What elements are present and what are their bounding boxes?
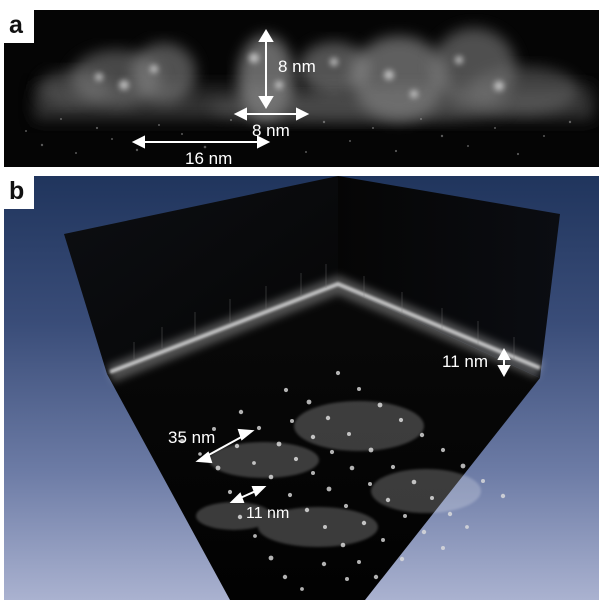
small-scale-label: 11 nm — [246, 505, 289, 522]
horizontal-scale-label: 8 nm — [252, 121, 290, 140]
vertical-scale-label: 8 nm — [278, 57, 316, 76]
small-scale-arrow — [229, 486, 267, 503]
long-scale-label: 16 nm — [185, 149, 232, 167]
panel-b: 11 nm 35 nm 11 nm b — [4, 176, 599, 600]
thickness-arrow — [497, 347, 511, 378]
scale-arrow-vertical — [258, 29, 274, 109]
panel-a-microscopy-image: 8 nm 8 nm 16 nm — [4, 10, 599, 167]
panel-b-3d-reconstruction: 11 nm 35 nm 11 nm — [64, 176, 560, 600]
panel-a: 8 nm 8 nm 16 nm a — [4, 10, 599, 167]
left-wall — [64, 176, 338, 374]
bright-corner-band — [106, 275, 544, 383]
left-wall-streaks — [133, 264, 327, 359]
panel-a-noise — [25, 118, 572, 156]
right-wall-streaks — [363, 276, 515, 360]
panel-b-letter: b — [4, 176, 34, 209]
floor-particles-soft — [196, 401, 481, 547]
diagonal-scale-label: 35 nm — [168, 428, 215, 447]
right-wall — [338, 176, 560, 378]
panel-a-letter: a — [4, 10, 34, 43]
scale-arrow-horizontal-long — [131, 135, 271, 149]
scale-arrow-horizontal-short — [233, 107, 310, 121]
wall-thickness-label: 11 nm — [442, 352, 488, 371]
diagonal-scale-arrow — [195, 428, 255, 464]
